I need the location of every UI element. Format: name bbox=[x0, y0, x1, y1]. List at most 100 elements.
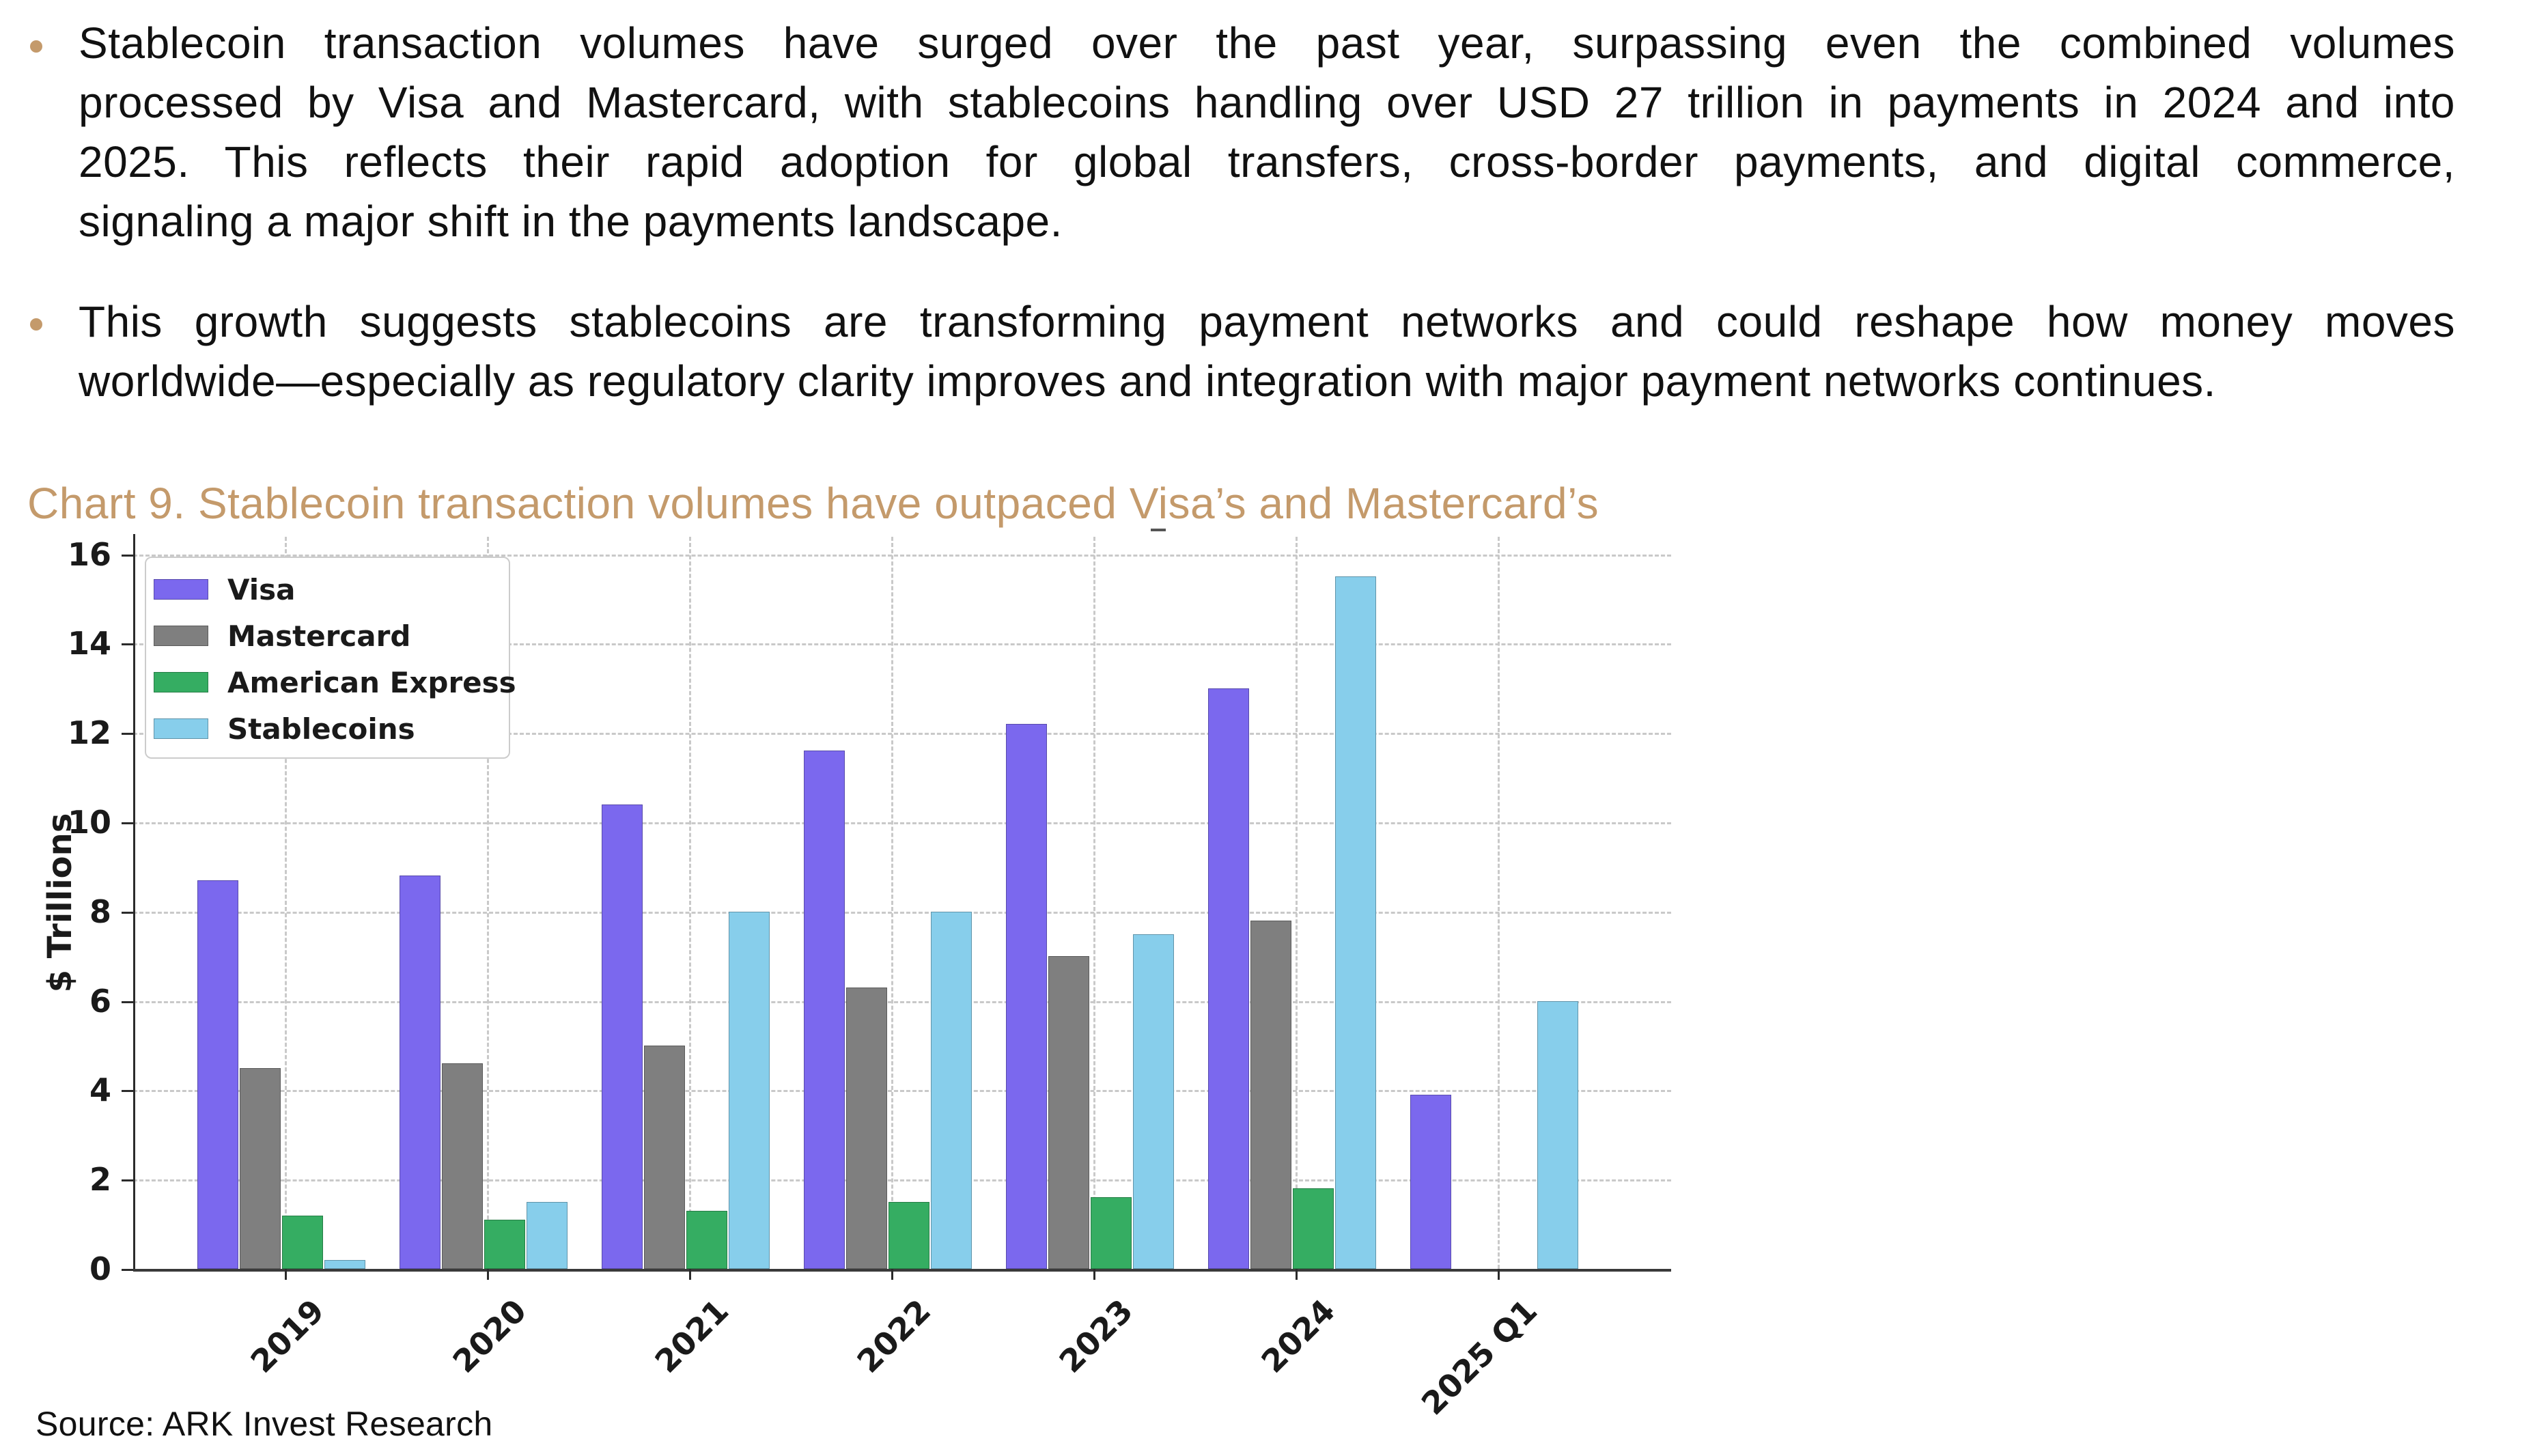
legend-label: Visa bbox=[227, 572, 296, 606]
y-gridline bbox=[133, 643, 1671, 646]
x-tick bbox=[1498, 1269, 1500, 1280]
bar-mastercard-2021 bbox=[644, 1046, 685, 1269]
bullet-dot bbox=[30, 40, 42, 53]
y-tick-label: 12 bbox=[67, 714, 111, 752]
bar-stablecoins-2022 bbox=[931, 911, 972, 1269]
legend-item: Visa bbox=[154, 566, 509, 613]
bar-stablecoins-2019 bbox=[324, 1259, 365, 1269]
y-tick-label: 0 bbox=[89, 1250, 111, 1287]
y-gridline bbox=[133, 733, 1671, 736]
bar-visa-2022 bbox=[804, 751, 845, 1269]
bar-stablecoins-2021 bbox=[729, 911, 770, 1269]
x-tick-label: 2022 bbox=[850, 1292, 938, 1380]
bar-american-express-2021 bbox=[686, 1210, 727, 1269]
y-tick-label: 14 bbox=[67, 625, 111, 662]
x-tick bbox=[1093, 1269, 1095, 1280]
x-gridline bbox=[1498, 537, 1500, 1269]
bar-american-express-2023 bbox=[1091, 1197, 1132, 1269]
y-tick bbox=[122, 911, 133, 914]
bar-visa-2020 bbox=[400, 876, 440, 1269]
legend-label: Stablecoins bbox=[227, 712, 415, 746]
bullet-text-line: processed by Visa and Mastercard, with s… bbox=[79, 78, 2455, 127]
x-tick-label: 2021 bbox=[647, 1292, 736, 1380]
x-gridline bbox=[487, 537, 489, 1269]
x-tick bbox=[689, 1269, 691, 1280]
y-tick-label: 4 bbox=[89, 1072, 111, 1109]
y-tick bbox=[122, 643, 133, 646]
x-gridline bbox=[891, 537, 893, 1269]
x-tick bbox=[1296, 1269, 1298, 1280]
y-tick bbox=[122, 554, 133, 557]
x-tick-label: 2019 bbox=[243, 1292, 332, 1380]
bullet-text-line: Stablecoin transaction volumes have surg… bbox=[79, 18, 2455, 68]
x-gridline bbox=[1296, 537, 1298, 1269]
y-gridline bbox=[133, 1179, 1671, 1182]
bar-visa-2025-Q1 bbox=[1410, 1094, 1451, 1269]
x-tick-label: 2020 bbox=[445, 1292, 534, 1380]
y-tick bbox=[122, 822, 133, 824]
bar-mastercard-2019 bbox=[240, 1067, 281, 1269]
y-tick-label: 8 bbox=[89, 893, 111, 930]
bar-stablecoins-2024 bbox=[1335, 576, 1376, 1269]
y-tick-label: 16 bbox=[67, 535, 111, 573]
y-tick bbox=[122, 1000, 133, 1003]
legend-item: American Express bbox=[154, 659, 516, 705]
bullet-dot bbox=[30, 318, 42, 331]
chart-title: Chart 9. Stablecoin transaction volumes … bbox=[27, 479, 1599, 528]
legend-item: Stablecoins bbox=[154, 705, 509, 752]
stray-mark bbox=[1151, 529, 1166, 531]
y-axis-label: $ Trillions bbox=[41, 813, 79, 993]
y-gridline bbox=[133, 1000, 1671, 1003]
bar-american-express-2024 bbox=[1293, 1188, 1334, 1269]
bar-stablecoins-2020 bbox=[527, 1201, 568, 1269]
y-gridline bbox=[133, 1090, 1671, 1093]
bar-american-express-2019 bbox=[282, 1215, 323, 1269]
y-tick-label: 10 bbox=[67, 804, 111, 841]
x-tick bbox=[285, 1269, 287, 1280]
bar-visa-2021 bbox=[602, 804, 643, 1269]
bullet-text-line: 2025. This reflects their rapid adoption… bbox=[79, 137, 2455, 186]
source-note: Source: ARK Invest Research bbox=[36, 1405, 493, 1443]
x-tick-label: 2024 bbox=[1254, 1292, 1343, 1380]
y-axis-spine bbox=[133, 534, 135, 1270]
x-tick bbox=[891, 1269, 893, 1280]
x-gridline bbox=[1093, 537, 1095, 1269]
y-tick bbox=[122, 1179, 133, 1182]
bar-stablecoins-2023 bbox=[1133, 934, 1174, 1269]
x-tick-label: 2023 bbox=[1052, 1292, 1140, 1380]
x-gridline bbox=[689, 537, 691, 1269]
bullet-text-line: signaling a major shift in the payments … bbox=[79, 197, 1063, 246]
bar-mastercard-2020 bbox=[442, 1063, 483, 1269]
bullet-paragraph: This growth suggests stablecoins are tra… bbox=[79, 292, 2455, 411]
bullet-text-line: worldwide—especially as regulatory clari… bbox=[79, 356, 2216, 406]
x-tick bbox=[487, 1269, 489, 1280]
legend-swatch-mastercard bbox=[154, 626, 208, 646]
y-tick bbox=[122, 1090, 133, 1093]
bar-stablecoins-2025-Q1 bbox=[1537, 1000, 1578, 1269]
bar-visa-2019 bbox=[197, 880, 238, 1269]
y-gridline bbox=[133, 911, 1671, 914]
x-tick-label: 2025 Q1 bbox=[1414, 1292, 1545, 1423]
bar-visa-2024 bbox=[1208, 688, 1249, 1269]
y-tick-label: 6 bbox=[89, 982, 111, 1020]
y-gridline bbox=[133, 822, 1671, 824]
bar-american-express-2022 bbox=[888, 1201, 929, 1269]
y-gridline bbox=[133, 554, 1671, 557]
x-gridline bbox=[285, 537, 287, 1269]
legend-label: Mastercard bbox=[227, 619, 411, 653]
bar-visa-2023 bbox=[1006, 724, 1047, 1269]
bar-mastercard-2024 bbox=[1250, 920, 1291, 1269]
legend-swatch-american-express bbox=[154, 672, 208, 692]
legend-label: American Express bbox=[227, 665, 516, 699]
chart-legend: Visa Mastercard American Express Stablecoin… bbox=[145, 557, 516, 759]
bullet-paragraph: Stablecoin transaction volumes have surg… bbox=[79, 14, 2455, 251]
y-tick bbox=[122, 1269, 133, 1271]
legend-swatch-stablecoins bbox=[154, 718, 208, 739]
legend-item: Mastercard bbox=[154, 613, 509, 659]
y-tick-label: 2 bbox=[89, 1161, 111, 1199]
y-tick bbox=[122, 733, 133, 736]
bar-mastercard-2022 bbox=[846, 987, 887, 1269]
bullet-text-line: This growth suggests stablecoins are tra… bbox=[79, 297, 2455, 346]
bar-american-express-2020 bbox=[484, 1220, 525, 1269]
